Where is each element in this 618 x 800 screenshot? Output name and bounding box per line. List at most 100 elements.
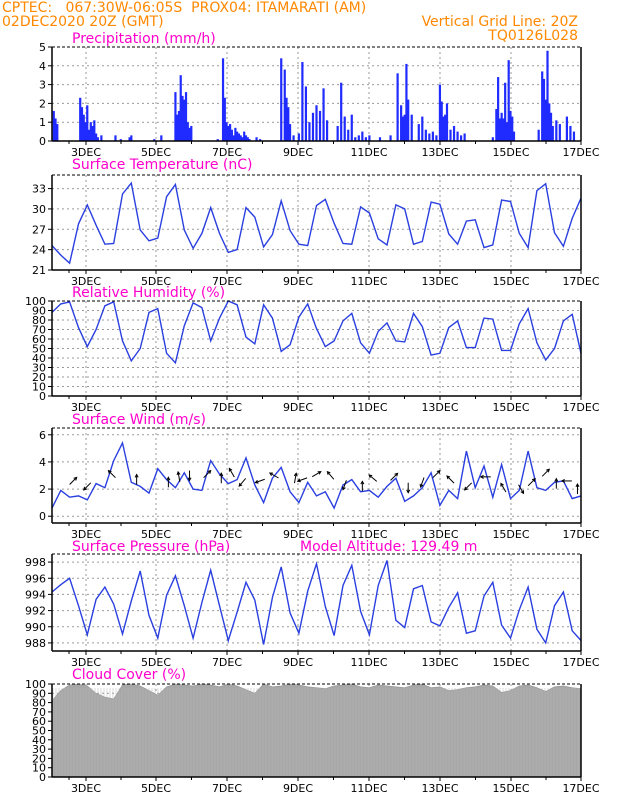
y-tick-label: 992	[25, 605, 46, 618]
precip-bar	[497, 77, 500, 141]
x-tick-label: 5DEC	[141, 401, 171, 414]
precip-bar	[232, 135, 235, 141]
wind-arrow-head	[463, 486, 468, 491]
y-tick-label: 30	[32, 362, 46, 375]
precip-bar	[364, 137, 367, 141]
wind-arrow	[238, 478, 247, 487]
precip-bar	[548, 103, 551, 141]
wind-arrow-head	[368, 474, 373, 479]
wind-arrow-head	[520, 490, 525, 495]
y-tick-label: 80	[32, 314, 46, 327]
y-tick-label: 50	[32, 725, 46, 738]
precip-bar	[100, 135, 103, 141]
temp-line	[51, 181, 582, 265]
wind-arrow-head	[73, 476, 78, 481]
x-tick-label: 11DEC	[350, 275, 387, 288]
y-tick-label: 90	[32, 305, 46, 318]
cloud-area	[51, 683, 582, 778]
x-tick-label: 3DEC	[71, 656, 101, 669]
x-tick-label: 11DEC	[350, 146, 387, 159]
precip-bar	[459, 135, 463, 141]
rh-line	[51, 300, 582, 365]
precip-bar	[244, 135, 248, 141]
precip-bar	[174, 92, 177, 141]
x-tick-label: 17DEC	[562, 528, 599, 541]
precip-bar	[546, 50, 549, 142]
wind-arrow-head	[394, 472, 399, 477]
x-tick-label: 9DEC	[283, 146, 313, 159]
precip-bar	[389, 135, 392, 141]
y-tick-label: 10	[32, 381, 46, 394]
y-tick-label: 5	[39, 41, 46, 54]
wind-arrow-head	[228, 467, 233, 472]
y-tick-label: 60	[32, 715, 46, 728]
wind-arrow	[500, 483, 507, 493]
precip-bar	[444, 114, 447, 141]
y-tick-label: 70	[32, 706, 46, 719]
header: CPTEC: 067:30W-06:05S PROX04: ITAMARATI …	[0, 0, 618, 44]
precip-bar	[243, 131, 246, 141]
wind-arrow	[420, 477, 425, 488]
panel-precip: 0 1 2 3 4 5 3DEC 5DEC 7DEC 9DEC 11DEC 13DEC 15DEC 17D…	[39, 31, 600, 159]
y-tick-label: 994	[25, 588, 46, 601]
wind-arrow	[327, 471, 335, 480]
precip-bar	[221, 58, 225, 141]
wind-arrow	[527, 478, 536, 487]
y-tick-label: 10	[32, 762, 46, 775]
precip-bar	[442, 116, 445, 141]
precip-bar	[241, 137, 244, 141]
precip-bar	[495, 109, 498, 141]
precip-bar	[544, 99, 547, 141]
precip-bar	[428, 133, 431, 141]
wind-arrow	[446, 475, 455, 484]
panel-pressure: 988 990 992 994 996 998 3DEC 5DEC 7DEC 9DEC 11DEC 1…	[25, 539, 600, 669]
wind-arrow-head	[254, 479, 259, 484]
precip-bar	[52, 110, 55, 141]
precip-bar	[94, 133, 98, 141]
precip-bar	[234, 127, 237, 141]
precip-bar	[449, 129, 452, 141]
precip-bar	[421, 116, 424, 141]
y-tick-label: 60	[32, 333, 46, 346]
precip-bar	[86, 105, 89, 141]
precip-bar	[512, 131, 516, 141]
y-tick-label: 100	[25, 295, 46, 308]
precip-bar	[236, 131, 239, 141]
precip-bar	[190, 125, 193, 141]
station-header: CPTEC: 067:30W-06:05S PROX04: ITAMARATI …	[2, 0, 367, 16]
precip-bar	[311, 112, 315, 141]
y-tick-label: 4	[39, 456, 46, 469]
precip-bar	[89, 122, 92, 141]
precip-bar	[285, 97, 288, 141]
wind-arrow-head	[531, 478, 536, 482]
precip-bar	[410, 114, 413, 141]
wind-arrow-head	[166, 476, 171, 481]
wind-arrow	[432, 470, 441, 479]
y-tick-label: 33	[32, 183, 46, 196]
precip-bar	[565, 116, 568, 141]
y-tick-label: 0	[39, 771, 46, 784]
pressure-line	[51, 560, 582, 645]
precip-bar	[347, 129, 350, 141]
y-tick-label: 30	[32, 203, 46, 216]
precip-bar	[325, 120, 329, 141]
precip-bar	[287, 107, 290, 141]
model-code: TQ0126L028	[488, 28, 578, 44]
run-date: 02DEC2020 20Z (GMT)	[2, 14, 164, 30]
wind-arrow-head	[554, 477, 559, 482]
precip-bar	[80, 107, 84, 141]
precip-bar	[551, 125, 554, 141]
y-tick-label: 20	[32, 371, 46, 384]
y-tick-label: 1	[39, 116, 46, 129]
x-tick-label: 15DEC	[492, 401, 529, 414]
wind-arrow-head	[187, 477, 192, 482]
precip-bar	[500, 112, 503, 141]
precip-bar	[502, 118, 505, 141]
wind-arrow-head	[419, 483, 424, 488]
precip-bar	[400, 105, 403, 141]
x-tick-label: 9DEC	[283, 782, 313, 795]
precip-bar	[511, 116, 514, 141]
x-tick-label: 17DEC	[562, 401, 599, 414]
wind-arrow-head	[575, 483, 580, 488]
